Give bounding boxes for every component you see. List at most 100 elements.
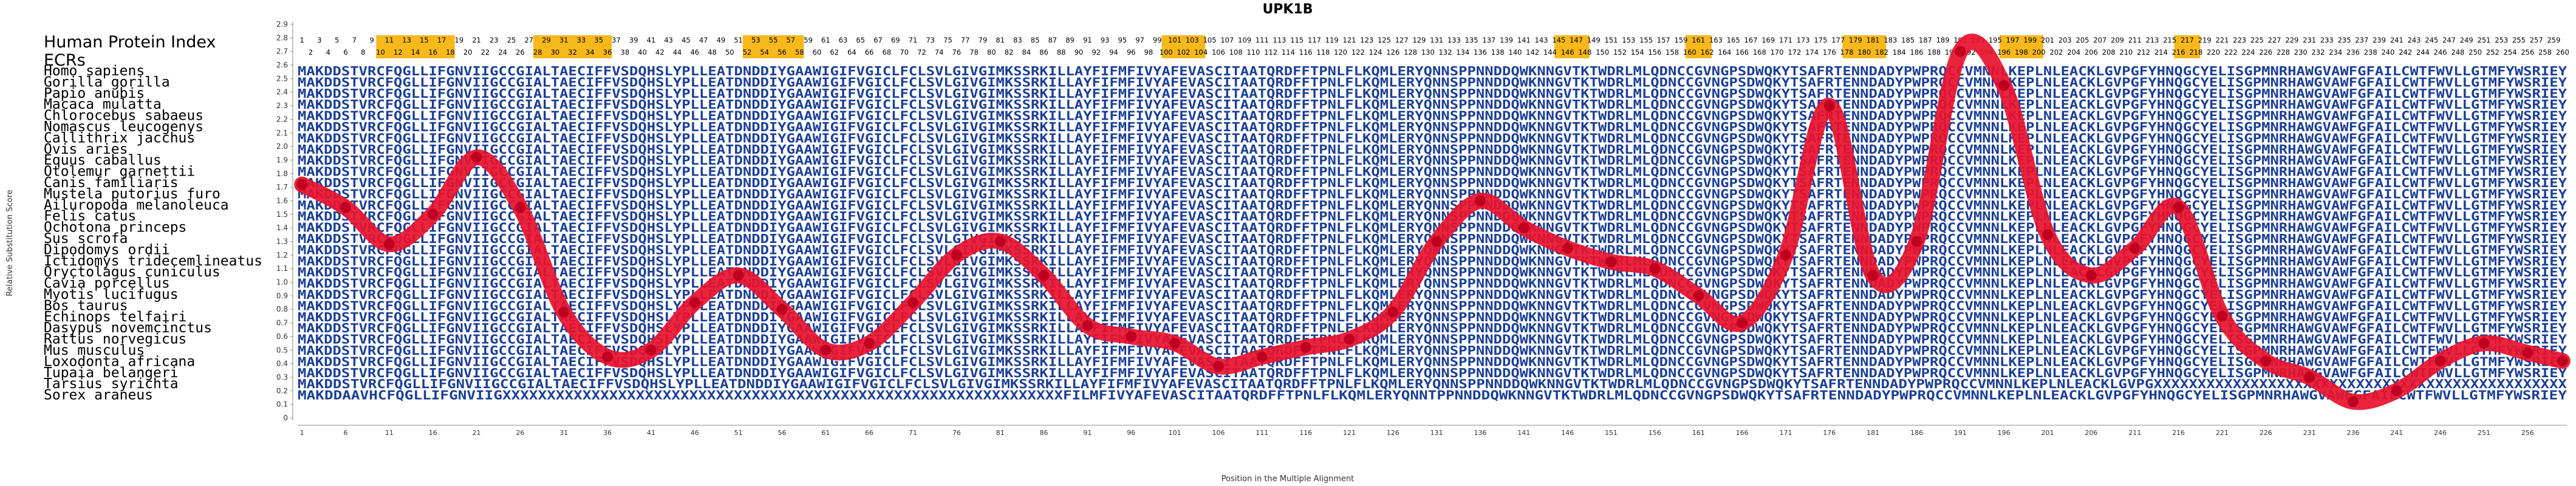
index-number: 242 — [2399, 48, 2412, 56]
x-tick-label: 246 — [2434, 429, 2447, 437]
index-number: 216 — [2172, 48, 2185, 56]
score-point — [1693, 290, 1704, 301]
x-tick-label: 221 — [2216, 429, 2229, 437]
y-tick-label: 0.1 — [276, 400, 288, 409]
index-number: 217 — [2181, 36, 2194, 44]
x-tick-label: 136 — [1474, 429, 1487, 437]
index-number: 159 — [1675, 36, 1688, 44]
index-number: 169 — [1761, 36, 1775, 44]
y-tick-label: 1.6 — [276, 196, 288, 205]
species-label: Equus caballus — [44, 152, 162, 168]
index-number: 243 — [2408, 36, 2421, 44]
index-number: 110 — [1246, 48, 1260, 56]
index-number: 188 — [1927, 48, 1941, 56]
species-label: Echinops telfairi — [44, 309, 186, 325]
species-label: Canis familiaris — [44, 175, 179, 191]
x-tick-label: 236 — [2346, 429, 2359, 437]
index-number: 70 — [900, 48, 909, 56]
index-number: 220 — [2207, 48, 2220, 56]
x-tick-label: 76 — [952, 429, 961, 437]
index-number: 36 — [603, 48, 612, 56]
score-point — [2391, 385, 2402, 397]
index-number: 64 — [847, 48, 856, 56]
x-axis: 1 6 11 16 21 26 31 36 41 46 51 56 61 66 71 76 81 86 91 96 10… — [298, 425, 2567, 437]
index-number: 176 — [1823, 48, 1836, 56]
x-tick-label: 216 — [2172, 429, 2185, 437]
species-label: Felis catus — [44, 208, 136, 224]
index-number: 20 — [463, 48, 473, 56]
index-number: 234 — [2329, 48, 2342, 56]
x-tick-label: 1 — [300, 429, 304, 437]
index-number: 144 — [1543, 48, 1557, 56]
index-number: 252 — [2486, 48, 2499, 56]
sequence-row: MAKDDSTVRCFQGLLIFGNVIIGCCGIALTAECIFFVSDQ… — [298, 343, 2567, 358]
index-number: 17 — [437, 36, 446, 44]
index-number: 130 — [1421, 48, 1435, 56]
index-number: 238 — [2364, 48, 2377, 56]
index-number: 256 — [2521, 48, 2534, 56]
sequence-row: MAKDDSTVRCFQGLLIFGNVIIGCCGIALTAECIFFVSDQ… — [298, 120, 2567, 134]
index-number: 60 — [813, 48, 822, 56]
y-tick-label: 0.4 — [276, 360, 288, 368]
index-number: 115 — [1290, 36, 1303, 44]
chart-title: UPK1B — [1262, 2, 1313, 17]
index-number: 155 — [1639, 36, 1653, 44]
y-tick-label: 1.5 — [276, 210, 288, 219]
score-point — [1955, 46, 1966, 57]
index-number: 75 — [943, 36, 952, 44]
x-tick-label: 251 — [2478, 429, 2490, 437]
index-number: 260 — [2556, 48, 2569, 56]
index-number: 219 — [2198, 36, 2212, 44]
index-number: 187 — [1919, 36, 1932, 44]
index-number: 77 — [961, 36, 970, 44]
index-number: 236 — [2346, 48, 2360, 56]
sequence-row: MAKDDSTVRCFQGLLIFGNVIIGCCGIALTAECIFFVSDQ… — [298, 153, 2567, 168]
ecr-highlight — [1554, 35, 1590, 58]
index-number: 93 — [1101, 36, 1110, 44]
index-number: 122 — [1351, 48, 1365, 56]
index-number: 71 — [909, 36, 918, 44]
y-tick-label: 2.3 — [276, 101, 288, 110]
index-number: 56 — [777, 48, 787, 56]
index-number: 33 — [577, 36, 586, 44]
index-number: 44 — [673, 48, 682, 56]
index-number: 32 — [568, 48, 577, 56]
index-number: 80 — [987, 48, 996, 56]
ecr-highlight — [376, 35, 455, 58]
index-number: 54 — [760, 48, 769, 56]
index-number: 84 — [1022, 48, 1031, 56]
x-tick-label: 196 — [1998, 429, 2011, 437]
index-number: 170 — [1771, 48, 1784, 56]
score-point — [1737, 317, 1748, 329]
species-label: Mustela putorius furo — [44, 186, 220, 202]
x-tick-label: 111 — [1256, 429, 1268, 437]
score-point — [296, 179, 308, 190]
index-number: 99 — [1153, 36, 1162, 44]
index-number: 215 — [2163, 36, 2176, 44]
index-number: 178 — [1840, 48, 1854, 56]
index-number: 133 — [1447, 36, 1461, 44]
score-curve — [294, 33, 2571, 410]
score-point — [864, 338, 875, 349]
index-number: 10 — [376, 48, 385, 56]
index-number: 7 — [352, 36, 357, 44]
y-tick-label: 0.2 — [276, 386, 288, 395]
score-point — [645, 344, 657, 356]
index-number: 132 — [1439, 48, 1452, 56]
index-number: 186 — [1910, 48, 1924, 56]
score-point — [1823, 100, 1835, 112]
index-number: 74 — [935, 48, 944, 56]
species-label: Dasypus novemcinctus — [44, 320, 212, 336]
y-tick-label: 1.9 — [276, 156, 288, 164]
x-tick-label: 26 — [516, 429, 524, 437]
x-tick-label: 31 — [559, 429, 568, 437]
index-number: 127 — [1395, 36, 1409, 44]
index-number: 46 — [690, 48, 699, 56]
species-label: Bos taurus — [44, 298, 128, 313]
index-number: 23 — [490, 36, 499, 44]
score-point — [1911, 236, 1922, 247]
human-index-label: Human Protein Index — [44, 33, 216, 52]
ecr-highlight — [1685, 35, 1712, 58]
ecr-highlight — [742, 35, 804, 58]
x-tick-label: 66 — [865, 429, 873, 437]
